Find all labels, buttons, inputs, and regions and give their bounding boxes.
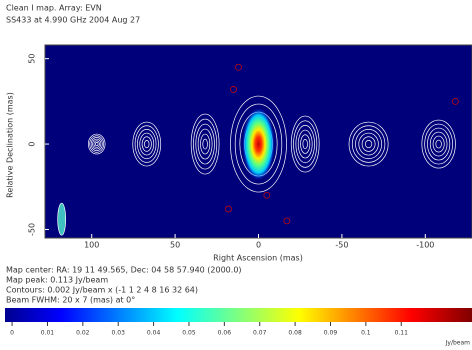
contour	[202, 138, 208, 150]
contour	[295, 125, 315, 164]
chart-subtitle: SS433 at 4.990 GHz 2004 Aug 27	[6, 16, 140, 25]
negative-contour	[263, 191, 271, 199]
y-axis-label: Relative Declination (mas)	[6, 92, 15, 198]
contour	[144, 140, 150, 149]
chart-title: Clean I map. Array: EVN	[6, 4, 102, 13]
colorbar	[5, 308, 472, 322]
component	[57, 202, 67, 236]
contour	[190, 113, 220, 175]
colorbar-tick-label: 0.11	[395, 330, 409, 337]
contour	[94, 142, 99, 147]
contour	[89, 135, 105, 153]
contour	[141, 136, 152, 152]
negative-contour	[230, 86, 237, 93]
contour	[297, 129, 313, 159]
contour	[290, 115, 320, 173]
contour	[424, 123, 453, 165]
colorbar-tick-label: 0.02	[76, 330, 90, 337]
colorbar-tick-label: 0.05	[182, 330, 196, 337]
colorbar-tick-label: 0.09	[324, 330, 338, 337]
contour	[432, 135, 445, 153]
contour	[348, 121, 389, 167]
colorbar-tick-label: 0.08	[288, 330, 302, 337]
x-tick-label: -100	[416, 241, 434, 250]
contour	[139, 132, 155, 156]
negative-contour	[451, 98, 459, 105]
contour	[92, 138, 102, 150]
annotation: Beam FWHM: 20 x 7 (mas) at 0°	[6, 296, 135, 305]
contour	[364, 140, 373, 149]
contour	[427, 127, 451, 161]
colorbar-tick-label: 0.01	[41, 330, 55, 337]
colorbar-unit: Jy/beam	[445, 340, 471, 347]
annotation: Map center: RA: 19 11 49.565, Dec: 04 58…	[6, 266, 242, 275]
y-tick-label: -50	[28, 223, 37, 236]
peak-emission	[242, 108, 275, 181]
contour	[90, 137, 103, 152]
colorbar-tick-label: 0.07	[253, 330, 267, 337]
contour	[93, 140, 100, 148]
colorbar-tick-label: 0	[10, 330, 14, 337]
contour	[421, 119, 456, 169]
contour	[429, 131, 448, 157]
negative-contour	[283, 217, 291, 225]
x-tick-label: -50	[335, 241, 348, 250]
negative-contour	[225, 205, 232, 213]
y-tick-label: 50	[28, 54, 37, 64]
contour	[361, 136, 376, 152]
colorbar-tick-label: 0.06	[218, 330, 232, 337]
contour	[87, 133, 106, 155]
contour	[230, 95, 287, 193]
contour	[355, 129, 383, 160]
contour	[351, 125, 386, 163]
contour	[358, 132, 379, 156]
negative-contour	[235, 63, 242, 71]
contour	[234, 103, 283, 185]
contour	[302, 139, 308, 150]
x-tick-label: 0	[256, 241, 261, 250]
contour	[193, 118, 218, 170]
contour	[134, 125, 159, 163]
contour	[200, 133, 211, 155]
contour	[197, 128, 213, 160]
contour	[435, 139, 442, 149]
contour	[132, 121, 162, 167]
contour	[195, 123, 215, 165]
x-tick-label: 100	[84, 241, 99, 250]
contour	[293, 120, 318, 168]
x-tick-label: 50	[170, 241, 180, 250]
contour	[137, 129, 157, 160]
colorbar-tick-label: 0.1	[361, 330, 371, 337]
y-tick-label: 0	[28, 142, 37, 147]
contour	[300, 134, 311, 154]
annotation: Contours: 0.002 Jy/beam x (-1 1 2 4 8 16…	[6, 286, 198, 295]
annotation: Map peak: 0.113 Jy/beam	[6, 276, 108, 285]
x-axis-label: Right Ascension (mas)	[213, 254, 303, 263]
colorbar-tick-label: 0.03	[112, 330, 126, 337]
colorbar-tick-label: 0.04	[147, 330, 161, 337]
